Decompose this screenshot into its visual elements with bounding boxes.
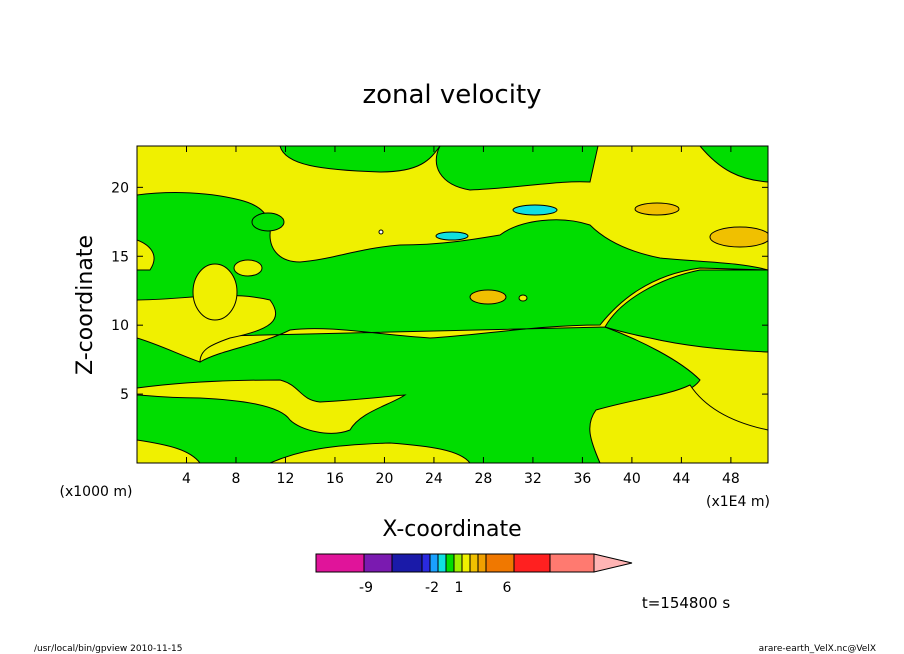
colorbar-segment bbox=[469, 553, 479, 573]
colorbar-segment bbox=[477, 553, 487, 573]
region-yellow-lower-right bbox=[589, 384, 768, 463]
colorbar-segment bbox=[461, 553, 471, 573]
colorbar-segment bbox=[391, 553, 423, 573]
contour-field bbox=[137, 146, 768, 463]
y-tick-label: 5 bbox=[120, 387, 129, 403]
region-yellow-bottom-mid bbox=[269, 442, 471, 463]
colorbar-tick-label: -9 bbox=[359, 580, 373, 596]
y-axis-ticks: 5 10 15 20 bbox=[111, 180, 768, 403]
region-green-right bbox=[604, 269, 768, 353]
footer-right: arare-earth_VelX.nc@VelX bbox=[759, 644, 876, 654]
x-tick-label: 16 bbox=[326, 471, 344, 487]
colorbar-tick-label: 1 bbox=[455, 580, 464, 596]
spot-small-2 bbox=[378, 229, 384, 235]
x-axis-title: X-coordinate bbox=[382, 517, 521, 542]
spot-orange-1 bbox=[469, 289, 507, 305]
x-tick-label: 24 bbox=[425, 471, 443, 487]
colorbar-segment bbox=[453, 553, 463, 573]
region-green-topleft bbox=[137, 146, 441, 173]
y-unit-label: (x1000 m) bbox=[60, 484, 133, 500]
x-tick-label: 36 bbox=[573, 471, 591, 487]
colorbar-arrow bbox=[593, 553, 633, 573]
colorbar-segment bbox=[485, 553, 515, 573]
colorbar-segment bbox=[549, 553, 595, 573]
x-axis-ticks: 4 8 12 16 20 24 28 32 36 40 44 48 bbox=[182, 146, 740, 487]
y-tick-label: 10 bbox=[111, 318, 129, 334]
region-yellow-lower bbox=[137, 379, 407, 434]
y-tick-label: 20 bbox=[111, 180, 129, 196]
x-tick-label: 44 bbox=[672, 471, 690, 487]
colorbar-segment bbox=[513, 553, 551, 573]
colorbar-tick-labels: -9 -2 1 6 bbox=[359, 580, 512, 596]
y-axis-title: Z-coordinate bbox=[73, 235, 98, 375]
colorbar-segment bbox=[445, 553, 455, 573]
plot-frame bbox=[136, 145, 769, 464]
x-tick-label: 32 bbox=[524, 471, 542, 487]
spot-orange-3 bbox=[709, 226, 768, 248]
colorbar-tick-label: 6 bbox=[503, 580, 512, 596]
colorbar-tick-label: -2 bbox=[425, 580, 439, 596]
colorbar-segment bbox=[437, 553, 447, 573]
x-tick-label: 8 bbox=[232, 471, 241, 487]
chart-title: zonal velocity bbox=[362, 80, 541, 110]
colorbar-segment bbox=[315, 553, 365, 573]
spot-small-1 bbox=[518, 294, 528, 302]
x-tick-label: 20 bbox=[376, 471, 394, 487]
blob-yellow-1 bbox=[192, 263, 238, 321]
footer-left: /usr/local/bin/gpview 2010-11-15 bbox=[34, 644, 182, 654]
y-tick-label: 15 bbox=[111, 249, 129, 265]
colorbar-segment bbox=[429, 553, 439, 573]
x-tick-label: 4 bbox=[182, 471, 191, 487]
x-tick-label: 12 bbox=[277, 471, 295, 487]
region-yellow-upper bbox=[137, 146, 768, 271]
x-unit-label: (x1E4 m) bbox=[706, 494, 770, 510]
spot-orange-2 bbox=[634, 202, 680, 216]
blob-green-1 bbox=[251, 212, 285, 232]
colorbar-segment bbox=[363, 553, 393, 573]
colorbar-segment bbox=[421, 553, 431, 573]
spot-cyan-2 bbox=[435, 231, 469, 241]
x-tick-label: 40 bbox=[623, 471, 641, 487]
x-tick-label: 48 bbox=[722, 471, 740, 487]
x-tick-label: 28 bbox=[475, 471, 493, 487]
time-label: t=154800 s bbox=[642, 594, 730, 612]
blob-yellow-2 bbox=[233, 259, 263, 277]
spot-cyan-1 bbox=[512, 204, 558, 216]
colorbar bbox=[315, 553, 633, 573]
